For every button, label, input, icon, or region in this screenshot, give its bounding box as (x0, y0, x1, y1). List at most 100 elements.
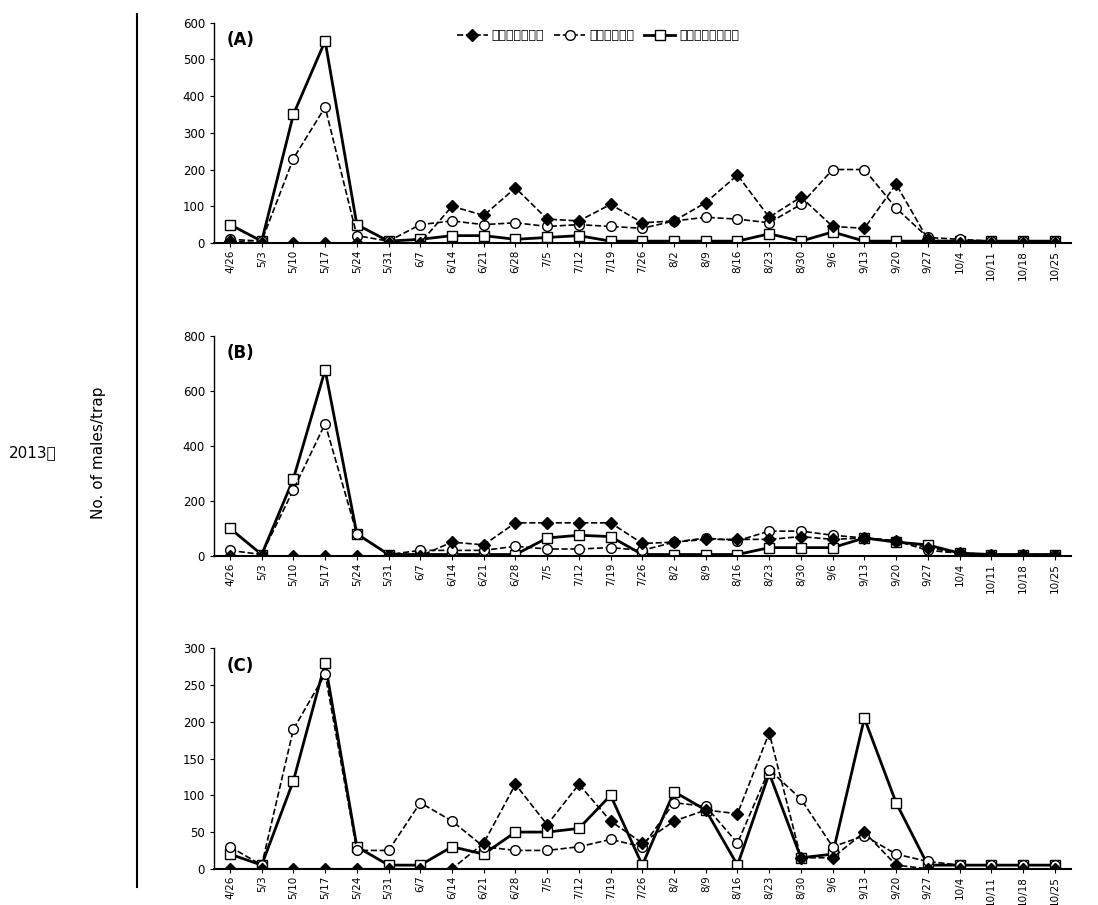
봉숙아순나방 (572, 219, 585, 230)
봉숙아순나방빬이 (858, 532, 871, 543)
봉숙아순나방 (794, 199, 807, 210)
봉숙아순나방 (572, 544, 585, 555)
봉숙아심식나방 (508, 518, 522, 529)
봉숙아순나방 (763, 217, 776, 228)
봉숙아순나방 (350, 845, 363, 856)
봉숙아순나방빬이 (953, 860, 966, 871)
봉숙아심식나방 (1017, 237, 1030, 248)
봉숙아순나방빬이 (921, 235, 934, 246)
봉숙아순나방빬이 (731, 860, 744, 871)
봉숙아순나방빬이 (731, 235, 744, 246)
봉숙아순나방빬이 (668, 549, 681, 560)
봉숙아심식나방 (731, 534, 744, 545)
봉숙아심식나방 (794, 531, 807, 542)
봉숙아심식나방 (508, 183, 522, 194)
봉숙아심식나방 (287, 863, 300, 874)
봉숙아순나방 (921, 856, 934, 867)
봉숙아순나방빬이 (1017, 549, 1030, 560)
봉숙아심식나방 (572, 779, 585, 790)
봉숙아순나방 (953, 860, 966, 871)
봉숙아순나방빬이 (604, 235, 617, 246)
봉숙아순나방 (287, 724, 300, 735)
봉숙아순나방 (731, 536, 744, 547)
봉숙아순나방빬이 (350, 219, 363, 230)
봉숙아순나방빬이 (478, 849, 491, 860)
봉숙아심식나방 (699, 534, 713, 545)
봉숙아순나방 (858, 164, 871, 175)
Legend: 봉숙아심식나방, 봉숙아순나방, 봉숙아순나방빬이: 봉숙아심식나방, 봉숙아순나방, 봉숙아순나방빬이 (451, 24, 744, 47)
봉숙아순나방 (318, 669, 332, 680)
봉숙아순나방빬이 (318, 365, 332, 376)
봉숙아순나방 (636, 545, 649, 556)
봉숙아순나방 (763, 526, 776, 537)
봉숙아순나방빬이 (604, 531, 617, 542)
봉숙아순나방 (508, 845, 522, 856)
봉숙아순나방 (1049, 235, 1062, 246)
봉숙아순나방빬이 (731, 549, 744, 560)
봉숙아심식나방 (287, 237, 300, 248)
봉숙아순나방빬이 (318, 658, 332, 669)
Line: 봉숙아심식나방: 봉숙아심식나방 (226, 729, 1058, 873)
봉숙아순나방 (255, 860, 268, 871)
봉숙아순나방 (1049, 860, 1062, 871)
봉숙아순나방 (858, 830, 871, 841)
봉숙아심식나방 (414, 863, 427, 874)
봉숙아심식나방 (889, 179, 903, 190)
봉숙아순나방빬이 (540, 532, 553, 543)
봉숙아순나방 (540, 845, 553, 856)
봉숙아순나방 (540, 221, 553, 232)
봉숙아순나방빬이 (508, 233, 522, 244)
봉숙아순나방 (731, 838, 744, 849)
봉숙아순나방빬이 (540, 826, 553, 837)
봉숙아순나방 (508, 217, 522, 228)
Line: 봉숙아순나방빬이: 봉숙아순나방빬이 (225, 658, 1060, 870)
Line: 봉숙아순나방: 봉숙아순나방 (225, 419, 1060, 559)
봉숙아순나방빬이 (446, 230, 459, 241)
봉숙아순나방 (287, 484, 300, 495)
봉숙아심식나방 (1017, 549, 1030, 560)
봉숙아순나방 (287, 153, 300, 164)
봉숙아순나방빬이 (985, 235, 998, 246)
봉숙아순나방빬이 (1049, 860, 1062, 871)
봉숙아심식나방 (414, 550, 427, 561)
봉숙아심식나방 (668, 815, 681, 826)
Line: 봉숙아순나방빬이: 봉숙아순나방빬이 (225, 36, 1060, 246)
봉숙아순나방 (1017, 549, 1030, 560)
봉숙아심식나방 (794, 192, 807, 203)
봉숙아심식나방 (953, 548, 966, 558)
봉숙아심식나방 (478, 838, 491, 849)
Text: (B): (B) (227, 344, 255, 362)
봉숙아순나방 (699, 212, 713, 223)
봉숙아순나방빬이 (826, 849, 839, 860)
봉숙아순나방 (414, 797, 427, 808)
봉숙아순나방빬이 (763, 542, 776, 553)
봉숙아심식나방 (446, 537, 459, 548)
봉숙아순나방 (794, 794, 807, 805)
봉숙아순나방빬이 (699, 235, 713, 246)
봉숙아심식나방 (699, 197, 713, 208)
봉숙아순나방빬이 (287, 776, 300, 786)
봉숙아심식나방 (446, 863, 459, 874)
봉숙아순나방 (668, 215, 681, 226)
봉숙아순나방 (953, 548, 966, 558)
봉숙아심식나방 (572, 215, 585, 226)
봉숙아순나방빬이 (858, 235, 871, 246)
봉숙아심식나방 (540, 214, 553, 224)
봉숙아순나방빬이 (699, 549, 713, 560)
봉숙아순나방 (921, 545, 934, 556)
봉숙아심식나방 (350, 550, 363, 561)
봉숙아순나방빬이 (953, 235, 966, 246)
봉숙아순나방 (478, 842, 491, 853)
봉숙아순나방 (889, 536, 903, 547)
봉숙아심식나방 (826, 534, 839, 545)
봉숙아순나방 (985, 549, 998, 560)
봉숙아순나방 (636, 223, 649, 233)
봉숙아순나방빬이 (382, 860, 395, 871)
봉숙아심식나방 (255, 863, 268, 874)
봉숙아심식나방 (889, 860, 903, 871)
봉숙아순나방 (446, 815, 459, 826)
봉숙아순나방 (223, 545, 236, 556)
봉숙아심식나방 (953, 237, 966, 248)
봉숙아순나방빬이 (763, 228, 776, 239)
봉숙아심식나방 (1049, 550, 1062, 561)
